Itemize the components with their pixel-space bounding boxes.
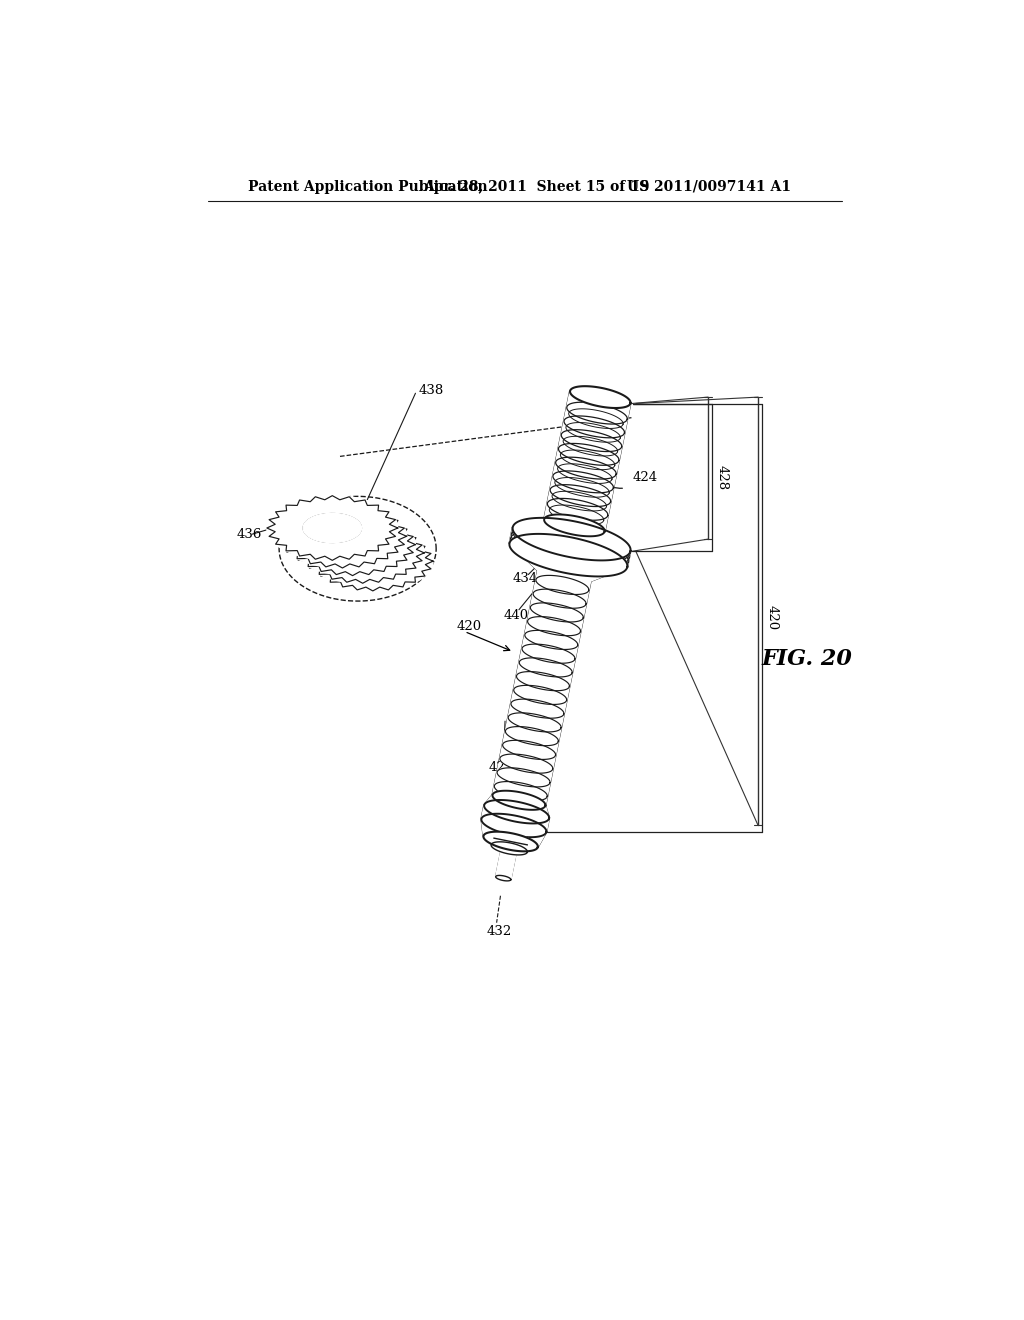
Polygon shape: [549, 506, 604, 524]
Polygon shape: [506, 726, 558, 746]
Polygon shape: [312, 532, 433, 591]
Polygon shape: [514, 685, 566, 705]
Polygon shape: [313, 521, 371, 550]
Polygon shape: [303, 513, 361, 543]
Polygon shape: [325, 531, 381, 558]
Polygon shape: [301, 523, 424, 583]
Polygon shape: [570, 387, 631, 408]
Polygon shape: [346, 548, 399, 574]
Polygon shape: [561, 430, 622, 451]
Polygon shape: [290, 513, 416, 576]
Polygon shape: [483, 832, 538, 851]
Polygon shape: [519, 657, 572, 677]
Polygon shape: [301, 523, 424, 583]
Polygon shape: [530, 603, 584, 622]
Polygon shape: [556, 457, 616, 479]
Polygon shape: [481, 818, 547, 847]
Text: 432: 432: [486, 925, 512, 939]
Polygon shape: [495, 781, 547, 801]
Polygon shape: [567, 403, 628, 424]
Text: 420: 420: [457, 619, 482, 632]
Polygon shape: [279, 504, 407, 568]
Text: 434: 434: [513, 572, 539, 585]
Polygon shape: [492, 842, 527, 855]
Polygon shape: [493, 570, 591, 805]
Text: 438: 438: [419, 384, 443, 397]
Polygon shape: [548, 499, 608, 520]
Polygon shape: [481, 805, 549, 832]
Polygon shape: [563, 437, 617, 455]
Polygon shape: [509, 533, 628, 577]
Polygon shape: [279, 504, 407, 568]
Polygon shape: [511, 700, 564, 718]
Polygon shape: [553, 471, 613, 492]
Polygon shape: [560, 450, 614, 470]
Polygon shape: [558, 444, 618, 465]
Polygon shape: [290, 513, 416, 576]
Text: 440: 440: [504, 610, 528, 622]
Polygon shape: [516, 672, 569, 690]
Polygon shape: [508, 713, 561, 731]
Text: 424: 424: [633, 471, 657, 484]
Polygon shape: [496, 875, 511, 880]
Text: 436: 436: [237, 528, 262, 541]
Polygon shape: [481, 813, 547, 837]
Polygon shape: [568, 409, 624, 429]
Polygon shape: [544, 391, 631, 532]
Text: 428: 428: [716, 465, 729, 490]
Polygon shape: [484, 795, 549, 818]
Polygon shape: [544, 515, 604, 536]
Text: 420: 420: [766, 606, 779, 631]
Polygon shape: [335, 539, 390, 566]
Polygon shape: [267, 496, 397, 561]
Polygon shape: [512, 520, 630, 562]
Polygon shape: [510, 527, 631, 568]
Text: FIG. 20: FIG. 20: [762, 648, 853, 671]
Text: Patent Application Publication: Patent Application Publication: [248, 180, 487, 194]
Polygon shape: [525, 631, 578, 649]
Polygon shape: [555, 478, 609, 498]
Polygon shape: [534, 589, 586, 609]
Polygon shape: [484, 800, 549, 824]
Polygon shape: [267, 496, 397, 560]
Polygon shape: [312, 532, 433, 591]
Polygon shape: [566, 422, 621, 442]
Polygon shape: [522, 644, 575, 663]
Polygon shape: [493, 791, 546, 809]
Polygon shape: [497, 768, 550, 787]
Text: Apr. 28, 2011  Sheet 15 of 19: Apr. 28, 2011 Sheet 15 of 19: [423, 180, 649, 194]
Polygon shape: [503, 741, 556, 759]
Text: US 2011/0097141 A1: US 2011/0097141 A1: [628, 180, 792, 194]
Polygon shape: [550, 484, 610, 507]
Polygon shape: [513, 517, 631, 561]
Polygon shape: [552, 491, 606, 511]
Text: 422: 422: [488, 760, 513, 774]
Polygon shape: [511, 525, 629, 568]
Polygon shape: [510, 529, 629, 572]
Polygon shape: [510, 544, 628, 581]
Polygon shape: [513, 519, 631, 550]
Polygon shape: [496, 840, 518, 879]
Polygon shape: [564, 416, 625, 438]
Polygon shape: [527, 616, 581, 636]
Polygon shape: [500, 754, 553, 774]
Polygon shape: [536, 576, 589, 594]
Polygon shape: [558, 463, 612, 483]
